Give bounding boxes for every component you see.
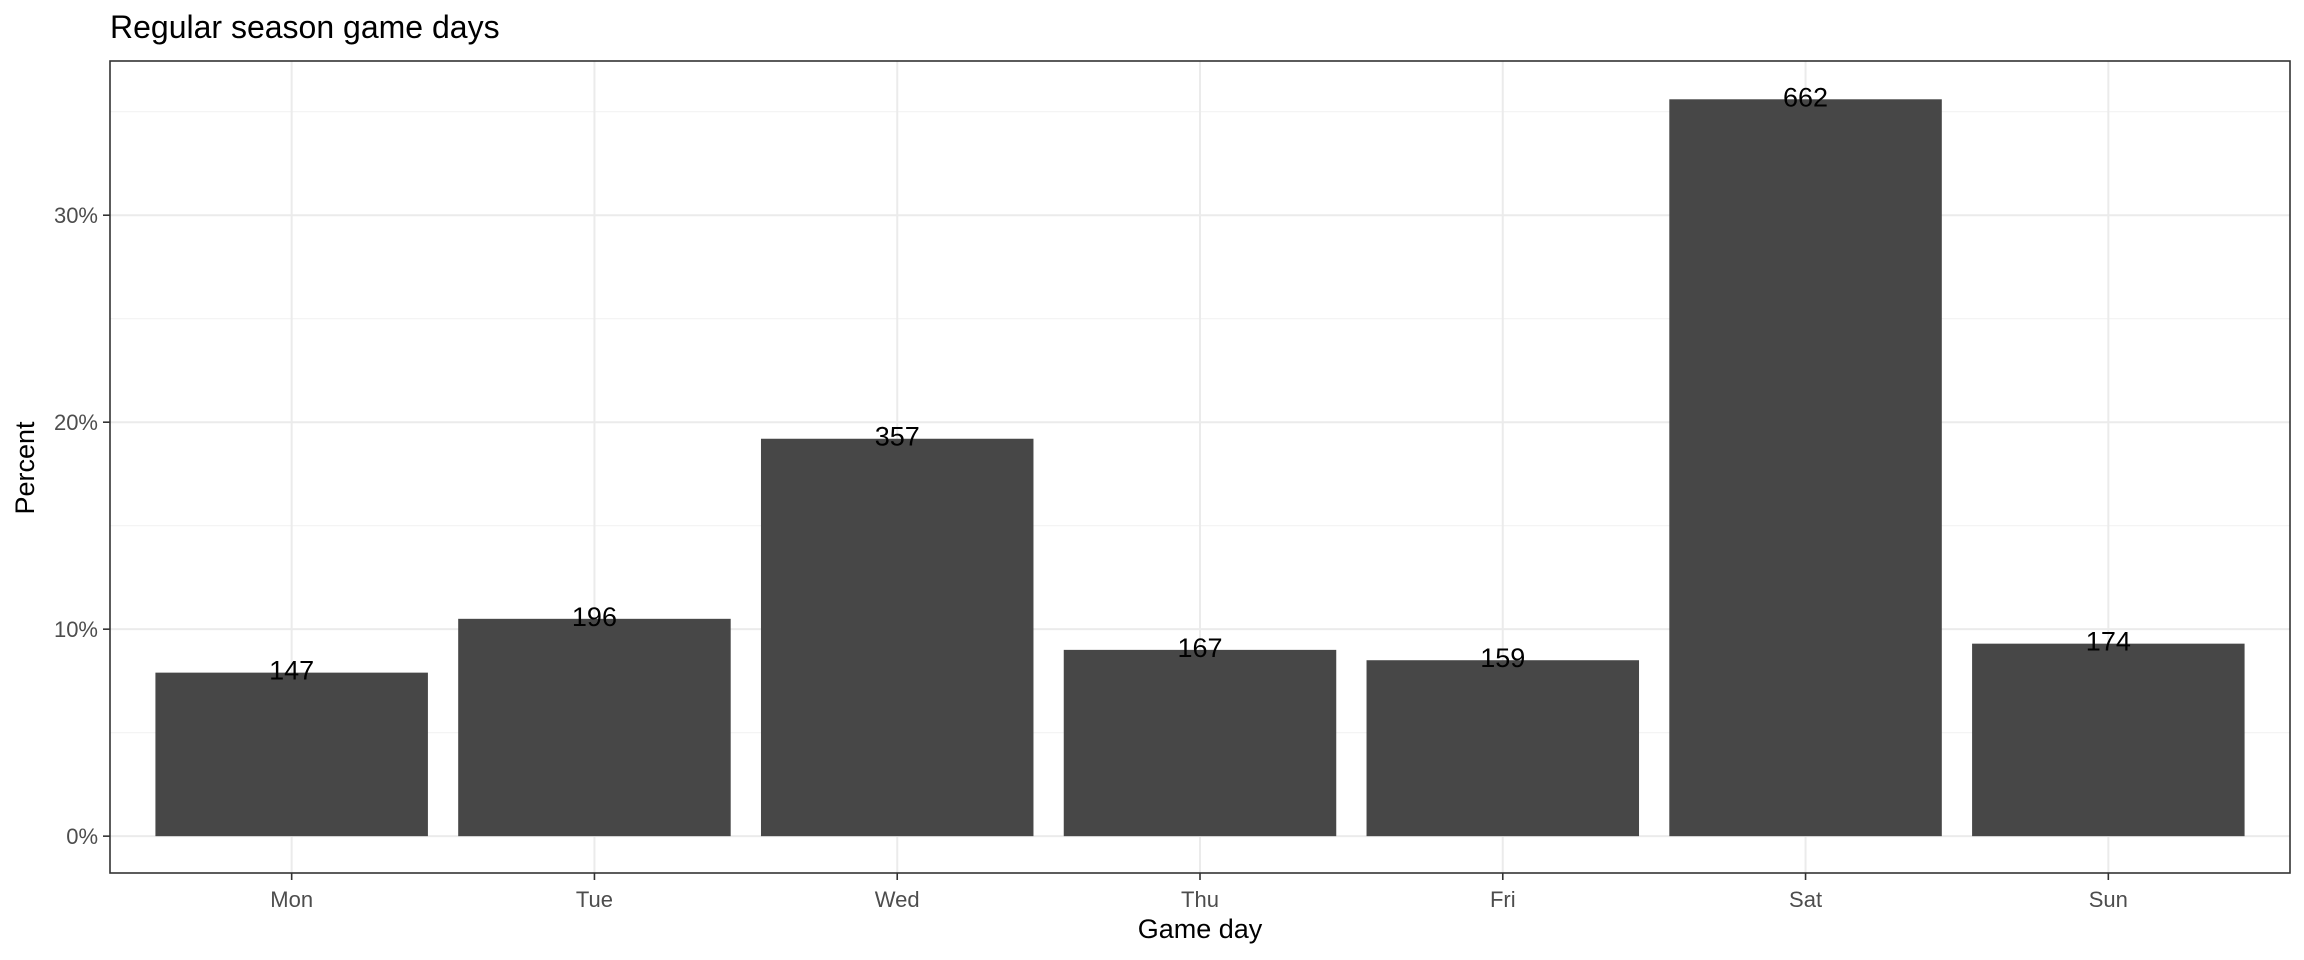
bar-fri [1366, 660, 1640, 837]
x-axis-title: Game day [1138, 914, 1263, 944]
y-tick-label: 10% [54, 617, 98, 642]
x-axis-ticks: Mon Tue Wed Thu Fri Sat Sun [270, 873, 2128, 912]
data-labels: 147 196 357 167 159 662 174 [269, 82, 2131, 685]
y-tick-label: 0% [66, 824, 98, 849]
x-tick-label-wed: Wed [875, 887, 920, 912]
data-label-sat: 662 [1783, 82, 1828, 112]
x-tick-label-sun: Sun [2089, 887, 2128, 912]
data-label-sun: 174 [2086, 627, 2131, 657]
y-axis-title: Percent [10, 421, 40, 515]
data-label-mon: 147 [269, 656, 314, 686]
bar-sun [1972, 643, 2245, 837]
y-tick-label: 30% [54, 203, 98, 228]
bar-tue [458, 618, 731, 837]
data-label-wed: 357 [875, 422, 920, 452]
bar-sat [1669, 99, 1942, 837]
data-label-tue: 196 [572, 602, 617, 632]
y-axis-ticks: 0% 10% 20% 30% [54, 203, 110, 849]
x-tick-label-mon: Mon [270, 887, 313, 912]
bars [155, 99, 2245, 837]
data-label-fri: 159 [1480, 643, 1525, 673]
x-tick-label-tue: Tue [576, 887, 613, 912]
chart-title: Regular season game days [110, 9, 500, 45]
data-label-thu: 167 [1177, 633, 1222, 663]
bar-wed [760, 438, 1034, 837]
bar-mon [155, 672, 428, 837]
x-tick-label-fri: Fri [1490, 887, 1516, 912]
x-tick-label-sat: Sat [1789, 887, 1822, 912]
bar-thu [1063, 649, 1337, 837]
y-tick-label: 20% [54, 410, 98, 435]
x-tick-label-thu: Thu [1181, 887, 1219, 912]
